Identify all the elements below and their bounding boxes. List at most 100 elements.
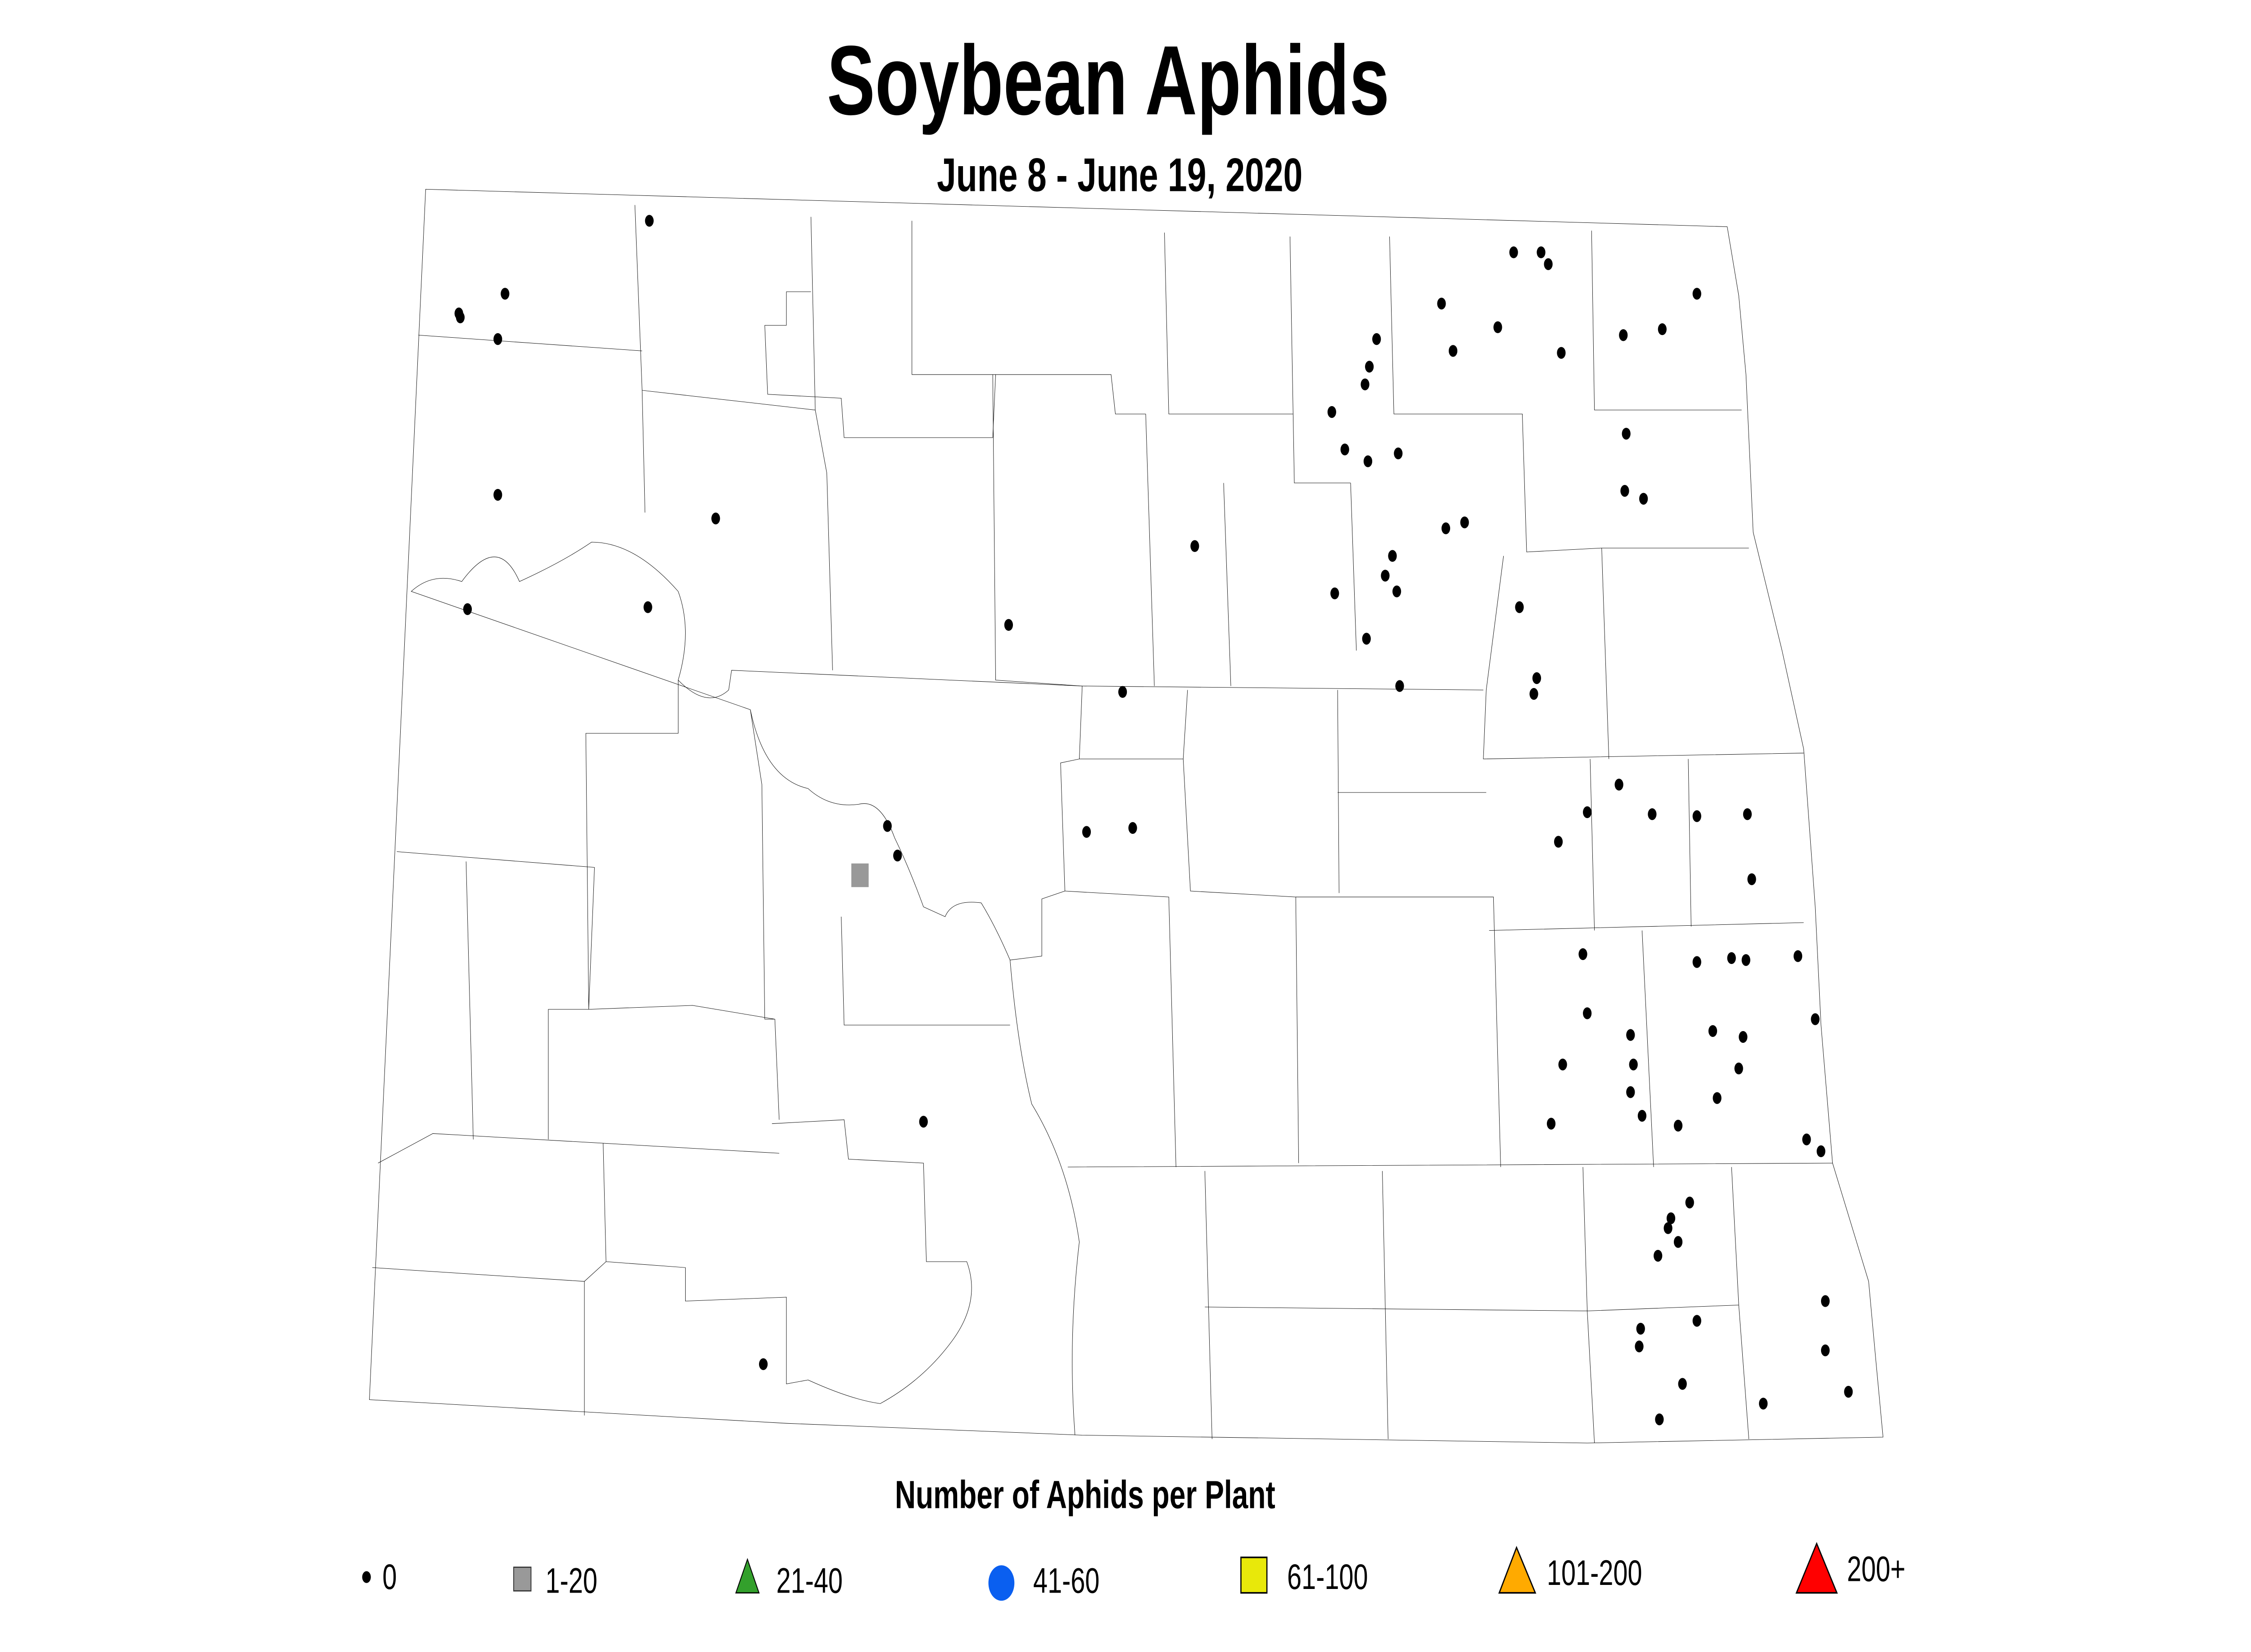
site-zero-aphids [1372, 333, 1381, 345]
site-zero-aphids [1365, 361, 1374, 373]
site-zero-aphids [1844, 1385, 1853, 1398]
site-zero-aphids [1692, 810, 1701, 822]
zero-aphid-sites [454, 215, 1853, 1426]
legend-triangle-101-200 [1498, 1546, 1537, 1594]
site-zero-aphids [1639, 493, 1648, 505]
site-1-20-aphids [851, 863, 869, 887]
site-zero-aphids [1629, 1059, 1638, 1071]
site-zero-aphids [1622, 428, 1631, 440]
site-zero-aphids [1811, 1013, 1820, 1025]
site-zero-aphids [643, 601, 652, 613]
site-zero-aphids [645, 215, 654, 227]
site-zero-aphids [1759, 1398, 1768, 1410]
site-zero-aphids [1118, 686, 1127, 698]
site-zero-aphids [1655, 1413, 1664, 1426]
legend-triangle-200plus [1795, 1542, 1838, 1594]
site-zero-aphids [711, 512, 720, 525]
site-zero-aphids [493, 333, 502, 345]
site-zero-aphids [1554, 836, 1563, 848]
site-zero-aphids [1532, 672, 1541, 684]
site-zero-aphids [1578, 948, 1587, 960]
site-zero-aphids [1082, 826, 1091, 838]
site-zero-aphids [1460, 516, 1469, 529]
map-title: Soybean Aphids [827, 25, 1390, 135]
site-zero-aphids [463, 603, 472, 616]
site-zero-aphids [456, 311, 465, 324]
site-zero-aphids [1392, 585, 1401, 597]
county-boundaries [372, 205, 1833, 1443]
site-zero-aphids [1529, 688, 1538, 700]
site-zero-aphids [1394, 447, 1403, 460]
site-zero-aphids [1583, 806, 1592, 818]
site-zero-aphids [1515, 601, 1524, 613]
site-zero-aphids [1666, 1212, 1676, 1224]
site-zero-aphids [1673, 1236, 1683, 1248]
site-zero-aphids [1362, 633, 1371, 645]
site-zero-aphids [1654, 1249, 1663, 1262]
site-zero-aphids [1692, 288, 1701, 300]
site-zero-aphids [883, 820, 892, 832]
site-zero-aphids [1626, 1029, 1635, 1041]
legend-label-21-40: 21-40 [776, 1561, 843, 1601]
legend-triangle-21-40 [735, 1558, 760, 1593]
site-zero-aphids [1509, 246, 1518, 258]
site-zero-aphids [1692, 956, 1701, 968]
site-zero-aphids [1747, 873, 1756, 885]
legend-label-200plus: 200+ [1847, 1548, 1906, 1589]
map-subtitle: June 8 - June 19, 2020 [937, 149, 1302, 202]
state-outline [370, 189, 1883, 1443]
site-zero-aphids [759, 1358, 768, 1370]
site-zero-aphids [1743, 808, 1752, 820]
site-zero-aphids [1395, 680, 1404, 692]
site-zero-aphids [1544, 258, 1553, 270]
site-zero-aphids [1734, 1062, 1743, 1075]
site-zero-aphids [1614, 778, 1623, 791]
site-zero-aphids [1361, 378, 1370, 390]
legend-label-0: 0 [382, 1557, 397, 1597]
site-zero-aphids [1739, 1031, 1748, 1043]
site-zero-aphids [1635, 1340, 1644, 1353]
site-zero-aphids [1557, 347, 1566, 359]
site-zero-aphids [1626, 1086, 1635, 1098]
site-zero-aphids [1692, 1315, 1701, 1327]
site-zero-aphids [1678, 1378, 1687, 1390]
legend-label-1-20: 1-20 [546, 1561, 597, 1601]
site-zero-aphids [1708, 1025, 1718, 1037]
site-zero-aphids [501, 288, 510, 300]
site-zero-aphids [1558, 1059, 1567, 1071]
site-zero-aphids [1493, 321, 1502, 333]
site-zero-aphids [1637, 1109, 1647, 1122]
site-zero-aphids [1802, 1133, 1811, 1145]
site-zero-aphids [1441, 522, 1451, 534]
legend-circle-41-60 [988, 1565, 1015, 1601]
site-zero-aphids [1546, 1118, 1556, 1130]
site-zero-aphids [1327, 406, 1336, 418]
site-zero-aphids [1673, 1119, 1683, 1132]
legend-title: Number of Aphids per Plant [895, 1473, 1275, 1517]
site-zero-aphids [1330, 587, 1339, 599]
legend-label-101-200: 101-200 [1547, 1552, 1642, 1593]
site-zero-aphids [1537, 246, 1546, 258]
site-zero-aphids [1648, 808, 1657, 820]
site-zero-aphids [1685, 1196, 1694, 1208]
site-zero-aphids [893, 850, 902, 862]
legend-label-41-60: 41-60 [1033, 1561, 1100, 1601]
legend-label-61-100: 61-100 [1287, 1557, 1368, 1597]
site-zero-aphids [1793, 950, 1803, 962]
site-zero-aphids [1821, 1295, 1830, 1307]
site-zero-aphids [1658, 323, 1667, 335]
site-zero-aphids [1363, 455, 1373, 467]
site-zero-aphids [1636, 1322, 1645, 1335]
site-zero-aphids [1381, 570, 1390, 582]
legend: 0 1-20 21-40 41-60 61-100 101-200 200+ [362, 1542, 1906, 1601]
site-zero-aphids [1619, 329, 1628, 341]
site-zero-aphids [1388, 550, 1397, 562]
site-zero-aphids [919, 1116, 928, 1128]
site-zero-aphids [1620, 485, 1629, 497]
site-zero-aphids [1004, 619, 1013, 631]
legend-square-1-20 [513, 1566, 532, 1592]
site-zero-aphids [1448, 345, 1458, 357]
site-zero-aphids [1817, 1145, 1826, 1158]
site-zero-aphids [1821, 1344, 1830, 1357]
